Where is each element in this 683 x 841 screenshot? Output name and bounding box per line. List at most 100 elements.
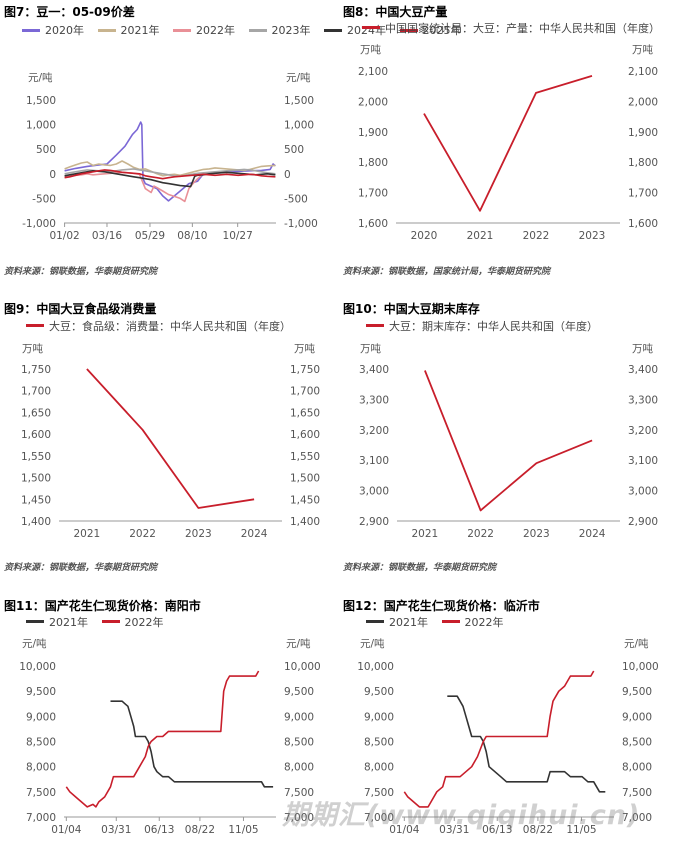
figure-7-plot: -1,000 -1,000 -500 -500 0 0 500 500 1,000 1,000 1,…	[22, 95, 318, 242]
legend-swatch	[324, 29, 342, 32]
legend-label: 2022年	[124, 615, 164, 629]
figure-11-legend: 2021年 2022年	[26, 613, 174, 630]
y-tick-label-right: 2,100	[628, 66, 658, 78]
figure-8-source: 资料来源：钢联数据，国家统计局，华泰期货研究院	[343, 267, 551, 277]
x-tick-label: 06/13	[144, 824, 174, 836]
legend-item: 2025年	[399, 21, 462, 41]
y-axis-unit-right: 万吨	[632, 343, 653, 355]
y-tick-label-right: 1,700	[290, 386, 320, 398]
x-tick-label: 08/10	[177, 230, 207, 242]
y-tick-label-right: 1,600	[628, 218, 658, 230]
y-tick-label-right: 8,500	[622, 737, 652, 749]
x-tick-label: 11/05	[566, 824, 596, 836]
y-tick-label-right: 8,500	[284, 737, 314, 749]
y-tick-label-right: 9,500	[622, 686, 652, 698]
watermark: 期期汇(www.qiqihui.cn)	[282, 800, 641, 831]
legend-swatch	[399, 29, 418, 32]
legend-label: 大豆：期末库存：中华人民共和国（年度）	[389, 319, 598, 333]
figure-9-source: 资料来源：钢联数据，华泰期货研究院	[4, 563, 158, 573]
y-tick-label-left: 9,500	[26, 686, 56, 698]
x-tick-label: 2024	[241, 528, 268, 540]
y-tick-label-right: 7,000	[284, 812, 314, 824]
y-tick-label-left: 1,800	[358, 157, 388, 169]
y-tick-label-left: 7,500	[26, 787, 56, 799]
x-tick-label: 01/04	[389, 824, 420, 836]
x-tick-label: 10/27	[223, 230, 253, 242]
y-tick-label-right: 500	[284, 144, 304, 156]
y-tick-label-left: 2,000	[358, 96, 388, 108]
x-tick-label: 08/22	[523, 824, 553, 836]
y-tick-label-left: 1,500	[26, 95, 56, 107]
legend-label: 2022年	[196, 23, 235, 37]
legend-swatch	[26, 324, 44, 327]
y-tick-label-right: 7,000	[622, 812, 652, 824]
y-tick-label-left: 7,000	[26, 812, 56, 824]
series-line	[64, 121, 276, 202]
y-tick-label-left: 1,700	[21, 386, 51, 398]
figure-10-legend: 大豆：期末库存：中华人民共和国（年度）	[366, 317, 608, 334]
y-tick-label-right: 9,500	[284, 686, 314, 698]
figure-12-title: 图12：国产花生仁现货价格：临沂市	[343, 599, 540, 613]
legend-label: 2021年	[120, 23, 160, 37]
legend-item: 2022年	[101, 614, 164, 630]
y-tick-label-left: 1,900	[358, 127, 388, 139]
legend-label: 2021年	[389, 615, 428, 629]
y-axis-unit-right: 万吨	[294, 343, 315, 355]
y-tick-label-left: 1,550	[21, 451, 51, 463]
legend-label: 2021年	[49, 615, 88, 629]
series-line	[64, 171, 221, 203]
y-axis-unit-left: 万吨	[360, 343, 381, 355]
y-tick-label-right: 1,450	[290, 494, 320, 506]
figure-7-source: 资料来源：钢联数据，华泰期货研究院	[4, 267, 158, 277]
x-tick-label: 2020	[411, 230, 438, 242]
y-tick-label-right: 2,000	[628, 96, 658, 108]
y-tick-label-left: -1,000	[22, 218, 56, 230]
series-line	[424, 370, 593, 512]
y-tick-label-right: 1,750	[290, 364, 320, 376]
y-tick-label-left: 7,000	[364, 812, 394, 824]
legend-label: 2025年	[422, 23, 462, 37]
y-tick-label-left: 3,200	[359, 425, 389, 437]
legend-swatch	[22, 29, 40, 32]
legend-swatch	[248, 29, 267, 32]
y-tick-label-left: 1,650	[21, 407, 51, 419]
y-axis-unit-left: 元/吨	[360, 638, 385, 650]
figure-9-title: 图9：中国大豆食品级消费量	[4, 302, 157, 316]
y-tick-label-left: 8,500	[364, 737, 394, 749]
y-tick-label-right: -1,000	[284, 218, 318, 230]
series-line	[447, 695, 606, 793]
y-axis-unit-right: 元/吨	[286, 638, 311, 650]
figure-7-title: 图7：豆一：05-09价差	[4, 5, 135, 19]
x-tick-label: 2022	[129, 528, 156, 540]
y-tick-label-left: 3,000	[359, 486, 389, 498]
x-tick-label: 01/04	[51, 824, 82, 836]
y-tick-label-right: 1,400	[290, 516, 320, 528]
x-tick-label: 05/29	[135, 230, 165, 242]
legend-swatch	[362, 26, 380, 29]
figure-8-plot: 1,600 1,600 1,700 1,700 1,800 1,800 1,900 1,900…	[358, 66, 658, 242]
legend-item: 2021年	[97, 21, 160, 41]
legend-swatch	[366, 324, 384, 327]
y-tick-label-right: 1,600	[290, 429, 320, 441]
legend-label: 中国国家统计局：大豆：产量：中华人民共和国（年度）	[385, 21, 660, 35]
series-line	[403, 670, 595, 808]
legend-item: 2022年	[441, 614, 504, 630]
y-tick-label-left: 500	[36, 144, 56, 156]
y-tick-label-left: 3,400	[359, 364, 389, 376]
x-tick-label: 03/16	[92, 230, 123, 242]
y-tick-label-right: 3,200	[628, 425, 658, 437]
x-tick-label: 03/31	[101, 824, 131, 836]
y-tick-label-right: 1,900	[628, 127, 658, 139]
figure-9-plot: 1,400 1,400 1,450 1,450 1,500 1,500 1,550 1,550…	[21, 364, 320, 540]
y-tick-label-right: 1,650	[290, 407, 320, 419]
y-tick-label-left: 8,000	[364, 762, 394, 774]
y-tick-label-right: 8,000	[622, 762, 652, 774]
legend-item: 2020年	[22, 21, 84, 41]
legend-label: 2022年	[464, 615, 504, 629]
legend-swatch	[101, 620, 120, 623]
y-tick-label-left: 1,500	[21, 473, 51, 485]
y-tick-label-right: 9,000	[622, 711, 652, 723]
y-axis-unit-left: 元/吨	[28, 72, 53, 84]
legend-swatch	[97, 29, 116, 32]
y-tick-label-right: -500	[284, 193, 308, 205]
